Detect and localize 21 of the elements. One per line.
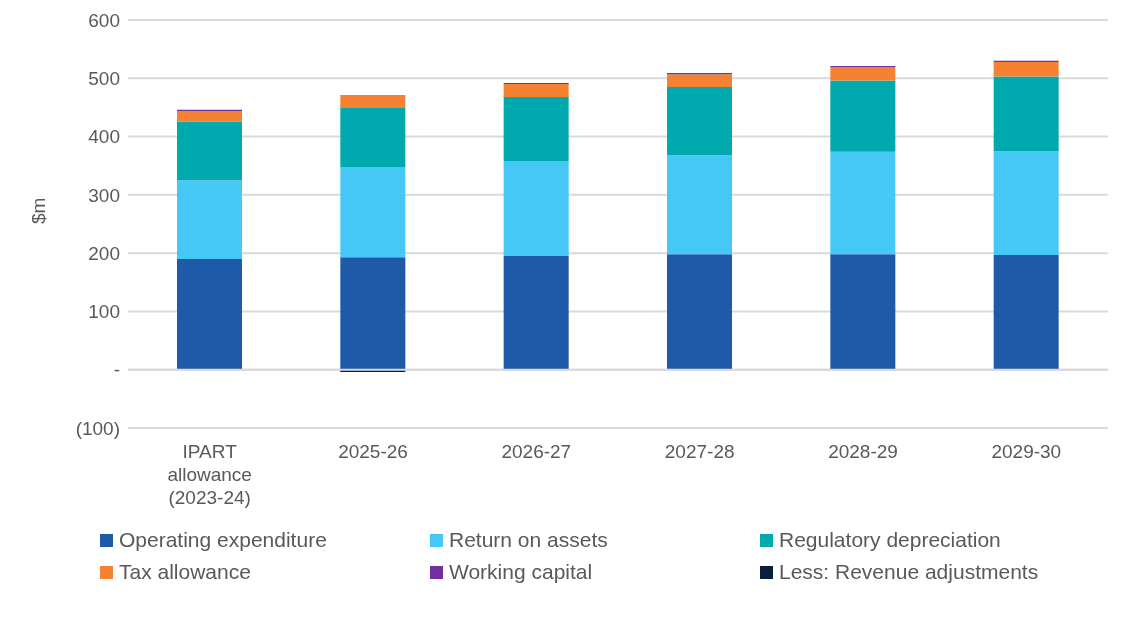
y-tick-label: 100 xyxy=(88,301,120,323)
legend-label: Operating expenditure xyxy=(118,528,328,552)
x-tick-label: 2026-27 xyxy=(501,441,572,462)
x-tick-label: 2028-29 xyxy=(828,441,898,462)
legend-label: Less: Revenue adjustments xyxy=(778,560,1040,584)
y-tick-label: 300 xyxy=(88,184,120,206)
legend-label: Regulatory depreciation xyxy=(778,528,1002,552)
x-tick-label: 2027-28 xyxy=(664,441,735,462)
legend-label: Working capital xyxy=(448,560,594,584)
legend-label: Return on assets xyxy=(448,528,609,552)
y-tick-label: 500 xyxy=(88,68,120,90)
x-tick-label: 2025-26 xyxy=(338,441,408,462)
y-tick-label: (100) xyxy=(75,417,120,439)
y-tick-label: 200 xyxy=(88,242,120,264)
y-axis-title: $m xyxy=(27,197,49,224)
y-tick-label: 400 xyxy=(88,126,120,148)
legend-label: Tax allowance xyxy=(118,560,252,584)
x-tick-label: IPART allowance (2023-24) xyxy=(167,441,252,508)
y-tick-label: - xyxy=(113,359,120,381)
y-tick-label: 600 xyxy=(88,9,120,31)
x-tick-label: 2029-30 xyxy=(991,441,1062,462)
